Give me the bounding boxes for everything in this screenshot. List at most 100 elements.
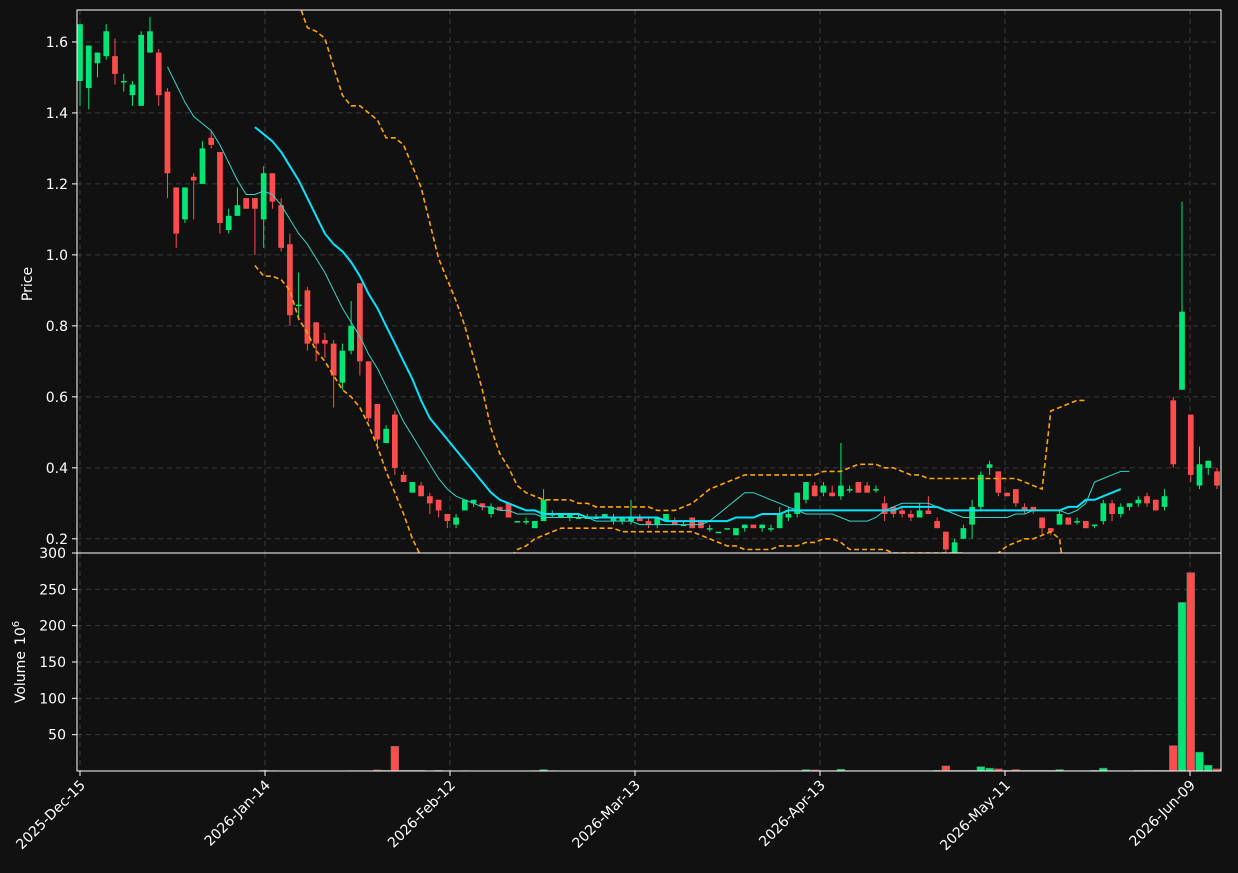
candle-body	[479, 503, 486, 507]
candle-body	[1091, 524, 1098, 527]
candle-body	[461, 499, 468, 511]
candle-body	[85, 45, 92, 89]
candle-body	[733, 528, 739, 536]
candle-body	[488, 506, 494, 514]
volume-bar	[976, 766, 986, 771]
candle-body	[1170, 400, 1177, 465]
candle-body	[1004, 492, 1010, 497]
overlay-lines	[167, 10, 1130, 553]
volume-bar	[941, 765, 951, 771]
candle-body	[916, 510, 923, 518]
candle-body	[1187, 414, 1194, 475]
candle-body	[322, 340, 328, 344]
candle-body	[392, 414, 398, 468]
candle-body	[1135, 499, 1142, 504]
candle-body	[960, 528, 967, 539]
candle-body	[217, 151, 223, 223]
candle-body	[1074, 521, 1080, 523]
candle-body	[147, 31, 153, 53]
candle-body	[838, 485, 844, 497]
candle-body	[199, 148, 206, 184]
candle-body	[715, 531, 722, 534]
candle-body	[601, 513, 608, 518]
candle-body	[881, 503, 888, 514]
volume-axis-label: Volume106	[11, 621, 29, 703]
candle-body	[724, 528, 731, 530]
candle-body	[925, 510, 932, 514]
volume-bar	[1186, 572, 1195, 771]
overlay-ma_slow	[254, 126, 1122, 523]
candle-body	[995, 471, 1002, 493]
candle-body	[278, 205, 285, 248]
candle-body	[785, 513, 792, 518]
candle-body	[1012, 489, 1019, 504]
candle-body	[225, 215, 232, 231]
candle-body	[523, 521, 529, 523]
candle-body	[873, 489, 879, 491]
candle-body	[1047, 528, 1054, 532]
candle-body	[846, 489, 853, 491]
candle-body	[1100, 503, 1107, 522]
volume-bar	[390, 746, 400, 771]
candle-body	[1039, 517, 1045, 529]
candle-body	[112, 56, 118, 74]
volume-tick-label: 50	[48, 728, 66, 744]
volume-y-axis: 50 100 150 200 250 300	[39, 546, 77, 744]
candle-body	[750, 524, 757, 529]
volume-tick-label: 100	[39, 691, 66, 707]
candle-body	[453, 517, 459, 525]
candle-body	[435, 499, 442, 511]
candle-body	[531, 521, 538, 529]
price-tick-label: 0.6	[46, 390, 68, 406]
candle-body	[164, 91, 171, 174]
candle-body	[269, 173, 276, 202]
price-tick-label: 1.6	[46, 35, 68, 51]
candle-body	[1152, 499, 1159, 511]
candle-body	[811, 485, 818, 497]
candle-body	[155, 52, 162, 96]
candle-body	[566, 513, 573, 518]
candle-body	[864, 485, 870, 493]
candle-body	[129, 84, 136, 96]
candle-body	[514, 521, 521, 523]
candle-body	[444, 513, 451, 522]
candle-body	[610, 517, 617, 522]
volume-tick-label: 250	[39, 582, 66, 598]
candle-body	[427, 496, 433, 504]
candle-body	[680, 524, 687, 527]
candle-body	[1030, 506, 1037, 511]
candle-body	[234, 205, 241, 216]
candle-body	[330, 343, 337, 376]
candle-body	[496, 506, 503, 511]
volume-bar	[1169, 745, 1178, 771]
candle-body	[383, 428, 389, 443]
volume-tick-label: 200	[39, 619, 66, 635]
candle-body	[1126, 503, 1133, 507]
candle-body	[252, 198, 258, 209]
candle-body	[400, 474, 407, 483]
candle-body	[741, 524, 748, 529]
candle-body	[671, 521, 678, 525]
candle-body	[951, 542, 958, 553]
candle-body	[409, 482, 416, 493]
candle-body	[313, 322, 319, 344]
candle-body	[348, 325, 354, 351]
overlay-bollinger_lower	[254, 264, 1063, 553]
candle-body	[190, 176, 197, 181]
candle-body	[776, 513, 783, 529]
candle-body	[1205, 460, 1212, 468]
overlay-ma_fast	[167, 66, 1130, 526]
volume-bar	[1055, 769, 1064, 771]
candle-body	[1065, 517, 1072, 525]
candle-body	[295, 304, 302, 307]
volume-axis-exponent: 6	[11, 621, 22, 627]
volume-bar	[539, 769, 548, 771]
candle-body	[1082, 521, 1089, 529]
candle-body	[645, 521, 652, 525]
candle-body	[820, 485, 827, 493]
candle-body	[934, 521, 940, 529]
candle-body	[540, 499, 547, 522]
candle-body	[1021, 506, 1028, 511]
candle-body	[208, 137, 215, 145]
